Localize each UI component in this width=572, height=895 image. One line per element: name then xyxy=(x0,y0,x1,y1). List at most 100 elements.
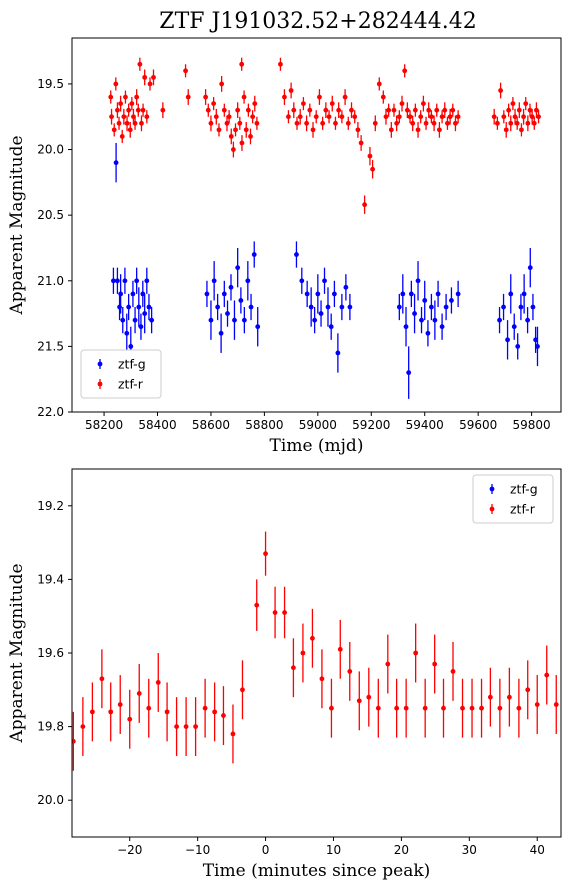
data-point xyxy=(307,107,313,113)
data-point xyxy=(248,134,253,139)
data-point xyxy=(80,724,86,729)
data-point xyxy=(317,94,322,100)
data-point xyxy=(530,304,536,310)
data-point xyxy=(383,114,389,120)
y-tick-label: 20.5 xyxy=(37,208,64,222)
y-tick-label: 20.0 xyxy=(37,793,64,807)
x-tick-label: −10 xyxy=(185,843,210,857)
data-point xyxy=(431,120,437,126)
x-tick-label: 20 xyxy=(394,843,409,857)
data-point xyxy=(325,304,331,310)
data-point xyxy=(510,101,516,107)
data-point xyxy=(406,370,412,376)
axes-frame xyxy=(71,468,562,838)
data-point xyxy=(356,698,362,704)
data-point xyxy=(521,114,526,120)
data-point xyxy=(423,120,429,126)
data-point xyxy=(332,291,337,297)
data-point xyxy=(109,114,114,120)
data-point xyxy=(339,304,345,310)
data-point xyxy=(347,304,353,310)
data-point xyxy=(516,107,522,113)
data-point xyxy=(460,705,465,711)
data-point xyxy=(426,107,432,113)
data-point xyxy=(333,120,338,126)
data-point xyxy=(117,702,123,707)
data-point xyxy=(415,127,421,133)
legend: ztf-g ztf-r xyxy=(472,474,554,524)
data-point xyxy=(124,120,130,126)
data-point xyxy=(508,291,514,297)
data-point xyxy=(376,81,382,87)
y-tick-label: 19.8 xyxy=(37,720,64,734)
data-point xyxy=(248,304,254,310)
data-point xyxy=(241,94,247,100)
data-point xyxy=(136,304,142,310)
data-point xyxy=(243,127,249,133)
data-point xyxy=(352,114,358,120)
data-point xyxy=(322,278,327,284)
data-point xyxy=(263,551,268,557)
data-point xyxy=(119,134,125,139)
data-point xyxy=(501,114,507,120)
x-tick-label: 10 xyxy=(326,843,341,857)
data-point xyxy=(497,705,503,711)
data-point xyxy=(366,694,372,700)
data-point xyxy=(208,317,214,323)
data-point xyxy=(410,120,416,126)
data-point xyxy=(121,114,127,120)
data-point xyxy=(367,153,373,159)
x-tick-label: 59600 xyxy=(459,418,497,432)
data-point xyxy=(140,107,146,113)
data-point xyxy=(124,330,130,336)
data-point xyxy=(151,74,156,80)
data-point xyxy=(415,278,421,284)
data-point xyxy=(108,709,114,715)
y-tick-label: 19.4 xyxy=(37,572,64,586)
y-tick-label: 19.2 xyxy=(37,499,64,513)
data-point xyxy=(544,672,550,678)
data-point xyxy=(239,140,245,146)
data-point xyxy=(241,317,247,323)
legend-marker xyxy=(97,361,103,367)
data-point xyxy=(202,705,208,711)
data-point xyxy=(215,304,221,310)
x-axis-label: Time (minutes since peak) xyxy=(203,861,431,881)
x-tick-label: 30 xyxy=(462,843,477,857)
data-point xyxy=(135,107,141,113)
data-point xyxy=(394,120,400,126)
data-point xyxy=(514,120,520,126)
data-point xyxy=(445,120,450,126)
data-point xyxy=(113,81,119,87)
data-point xyxy=(149,317,155,323)
data-point xyxy=(254,120,260,126)
data-point xyxy=(525,317,530,323)
data-point xyxy=(495,120,500,126)
data-point xyxy=(312,317,318,323)
data-point xyxy=(238,298,244,303)
data-point xyxy=(396,304,402,310)
data-point xyxy=(342,94,348,100)
data-point xyxy=(329,101,335,107)
y-tick-label: 19.5 xyxy=(37,77,64,91)
data-point xyxy=(235,265,241,271)
data-point xyxy=(255,324,261,330)
data-point xyxy=(535,343,540,349)
data-point xyxy=(130,291,136,297)
data-point xyxy=(126,304,132,310)
data-point xyxy=(250,114,256,120)
data-point xyxy=(497,317,502,323)
data-point xyxy=(113,160,119,166)
data-point xyxy=(134,94,140,100)
data-point xyxy=(400,291,406,297)
data-point xyxy=(140,291,146,297)
data-point xyxy=(420,101,426,107)
legend-label: ztf-r xyxy=(510,502,536,517)
data-point xyxy=(362,202,367,208)
data-point xyxy=(413,650,419,656)
x-tick-label: 59800 xyxy=(513,418,551,432)
data-point xyxy=(123,94,128,100)
data-point xyxy=(211,101,217,107)
data-point xyxy=(254,602,260,608)
data-point xyxy=(323,107,329,113)
